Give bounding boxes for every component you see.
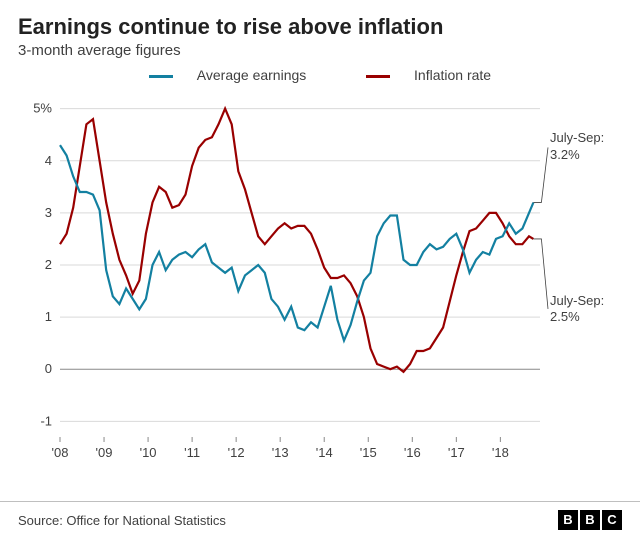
bbc-logo-block: B — [580, 510, 600, 530]
legend-label-earnings: Average earnings — [197, 67, 306, 83]
svg-text:3: 3 — [45, 205, 52, 220]
svg-text:'15: '15 — [360, 445, 377, 460]
footer: Source: Office for National Statistics B… — [0, 501, 640, 540]
svg-text:4: 4 — [45, 153, 52, 168]
end-label-earnings-line2: 3.2% — [550, 147, 580, 162]
end-label-inflation: July-Sep: 2.5% — [550, 293, 604, 326]
svg-text:'11: '11 — [184, 445, 200, 460]
svg-text:'09: '09 — [96, 445, 113, 460]
svg-text:5%: 5% — [33, 101, 52, 116]
svg-text:'13: '13 — [272, 445, 289, 460]
legend-label-inflation: Inflation rate — [414, 67, 491, 83]
source-text: Source: Office for National Statistics — [18, 513, 226, 528]
end-label-inflation-line2: 2.5% — [550, 309, 580, 324]
svg-text:'16: '16 — [404, 445, 421, 460]
legend: Average earnings Inflation rate — [18, 67, 622, 83]
legend-item-inflation: Inflation rate — [352, 67, 505, 83]
legend-item-earnings: Average earnings — [135, 67, 320, 83]
bbc-logo-block: C — [602, 510, 622, 530]
plot-area: -1 0 1 2 3 4 5% '08 '09 '10 '11 '12 '13 '14 '15 '16 '17 '… — [18, 87, 622, 467]
end-label-inflation-line1: July-Sep: — [550, 293, 604, 308]
svg-text:'14: '14 — [316, 445, 333, 460]
chart-container: Earnings continue to rise above inflatio… — [0, 0, 640, 540]
legend-swatch-earnings — [149, 75, 173, 78]
bbc-logo-block: B — [558, 510, 578, 530]
svg-text:'10: '10 — [140, 445, 157, 460]
svg-text:1: 1 — [45, 309, 52, 324]
chart-subtitle: 3-month average figures — [18, 42, 622, 59]
svg-text:'18: '18 — [492, 445, 509, 460]
svg-text:'12: '12 — [228, 445, 245, 460]
legend-swatch-inflation — [366, 75, 390, 78]
end-label-earnings: July-Sep: 3.2% — [550, 130, 604, 163]
svg-text:-1: -1 — [40, 413, 52, 428]
chart-title: Earnings continue to rise above inflatio… — [18, 14, 622, 40]
svg-text:2: 2 — [45, 257, 52, 272]
svg-text:'17: '17 — [448, 445, 465, 460]
line-chart-svg: -1 0 1 2 3 4 5% '08 '09 '10 '11 '12 '13 '14 '15 '16 '17 '… — [18, 87, 622, 467]
svg-text:'08: '08 — [52, 445, 69, 460]
bbc-logo: B B C — [558, 510, 622, 530]
svg-text:0: 0 — [45, 361, 52, 376]
end-label-earnings-line1: July-Sep: — [550, 130, 604, 145]
